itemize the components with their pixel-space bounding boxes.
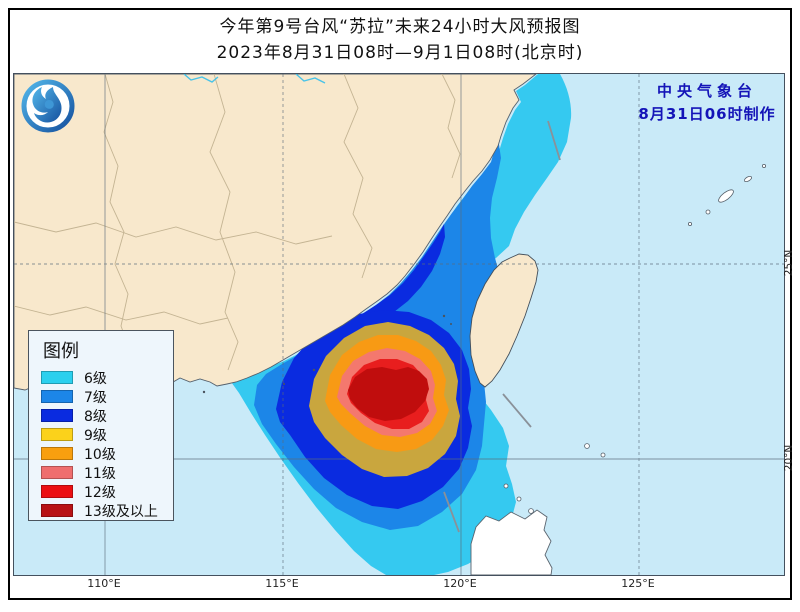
legend-label: 9级 xyxy=(84,427,107,444)
legend-label: 8级 xyxy=(84,408,107,425)
wind-area-8-band xyxy=(362,224,445,326)
legend-item: 6级 xyxy=(41,368,173,387)
cma-logo-icon xyxy=(21,79,75,133)
legend-swatch xyxy=(41,428,73,441)
legend-label: 12级 xyxy=(84,484,116,501)
credit-agency: 中央气象台 xyxy=(656,82,757,100)
legend-label: 6级 xyxy=(84,370,107,387)
wind-area-13 xyxy=(348,367,429,421)
legend-item: 11级 xyxy=(41,463,173,482)
luzon-island xyxy=(470,509,553,575)
river-lines xyxy=(183,74,326,84)
legend-swatch xyxy=(41,409,73,422)
legend-item: 13级及以上 xyxy=(41,501,173,520)
legend-item: 9级 xyxy=(41,425,173,444)
legend-swatch xyxy=(41,390,73,403)
legend-swatch xyxy=(41,485,73,498)
legend-title: 图例 xyxy=(43,341,79,362)
page-title: 今年第9号台风“苏拉”未来24小时大风预报图 xyxy=(219,17,581,37)
page-subtitle: 2023年8月31日08时—9月1日08时(北京时) xyxy=(216,43,584,63)
legend-item: 12级 xyxy=(41,482,173,501)
coastal-islets xyxy=(202,314,452,394)
legend-item: 10级 xyxy=(41,444,173,463)
small-islands xyxy=(503,164,767,514)
legend-label: 11级 xyxy=(84,465,116,482)
lat-tick-label: 20°N xyxy=(783,444,795,472)
legend-swatch xyxy=(41,466,73,479)
lon-tick-label: 115°E xyxy=(265,577,299,590)
boundary-dashes xyxy=(443,120,561,533)
credit-issued: 8月31日06时制作 xyxy=(638,105,776,124)
lon-tick-label: 110°E xyxy=(87,577,121,590)
legend-label: 13级及以上 xyxy=(84,503,158,520)
lat-tick-label: 25°N xyxy=(783,249,795,277)
legend-swatch xyxy=(41,447,73,460)
legend-swatch xyxy=(41,504,73,517)
credit-block: 中央气象台 8月31日06时制作 xyxy=(632,80,782,127)
lon-tick-label: 120°E xyxy=(443,577,477,590)
legend-label: 10级 xyxy=(84,446,116,463)
legend-item: 8级 xyxy=(41,406,173,425)
legend-label: 7级 xyxy=(84,389,107,406)
legend-swatch xyxy=(41,371,73,384)
legend-item: 7级 xyxy=(41,387,173,406)
taiwan-island xyxy=(469,253,539,388)
lon-tick-label: 125°E xyxy=(621,577,655,590)
legend-items: 6级 7级 8级 9级 10级 11级 12级 13级及以上 xyxy=(41,368,173,520)
legend: 图例 6级 7级 8级 9级 10级 11级 12级 13级及以上 xyxy=(28,330,174,521)
outer-border xyxy=(8,8,792,600)
